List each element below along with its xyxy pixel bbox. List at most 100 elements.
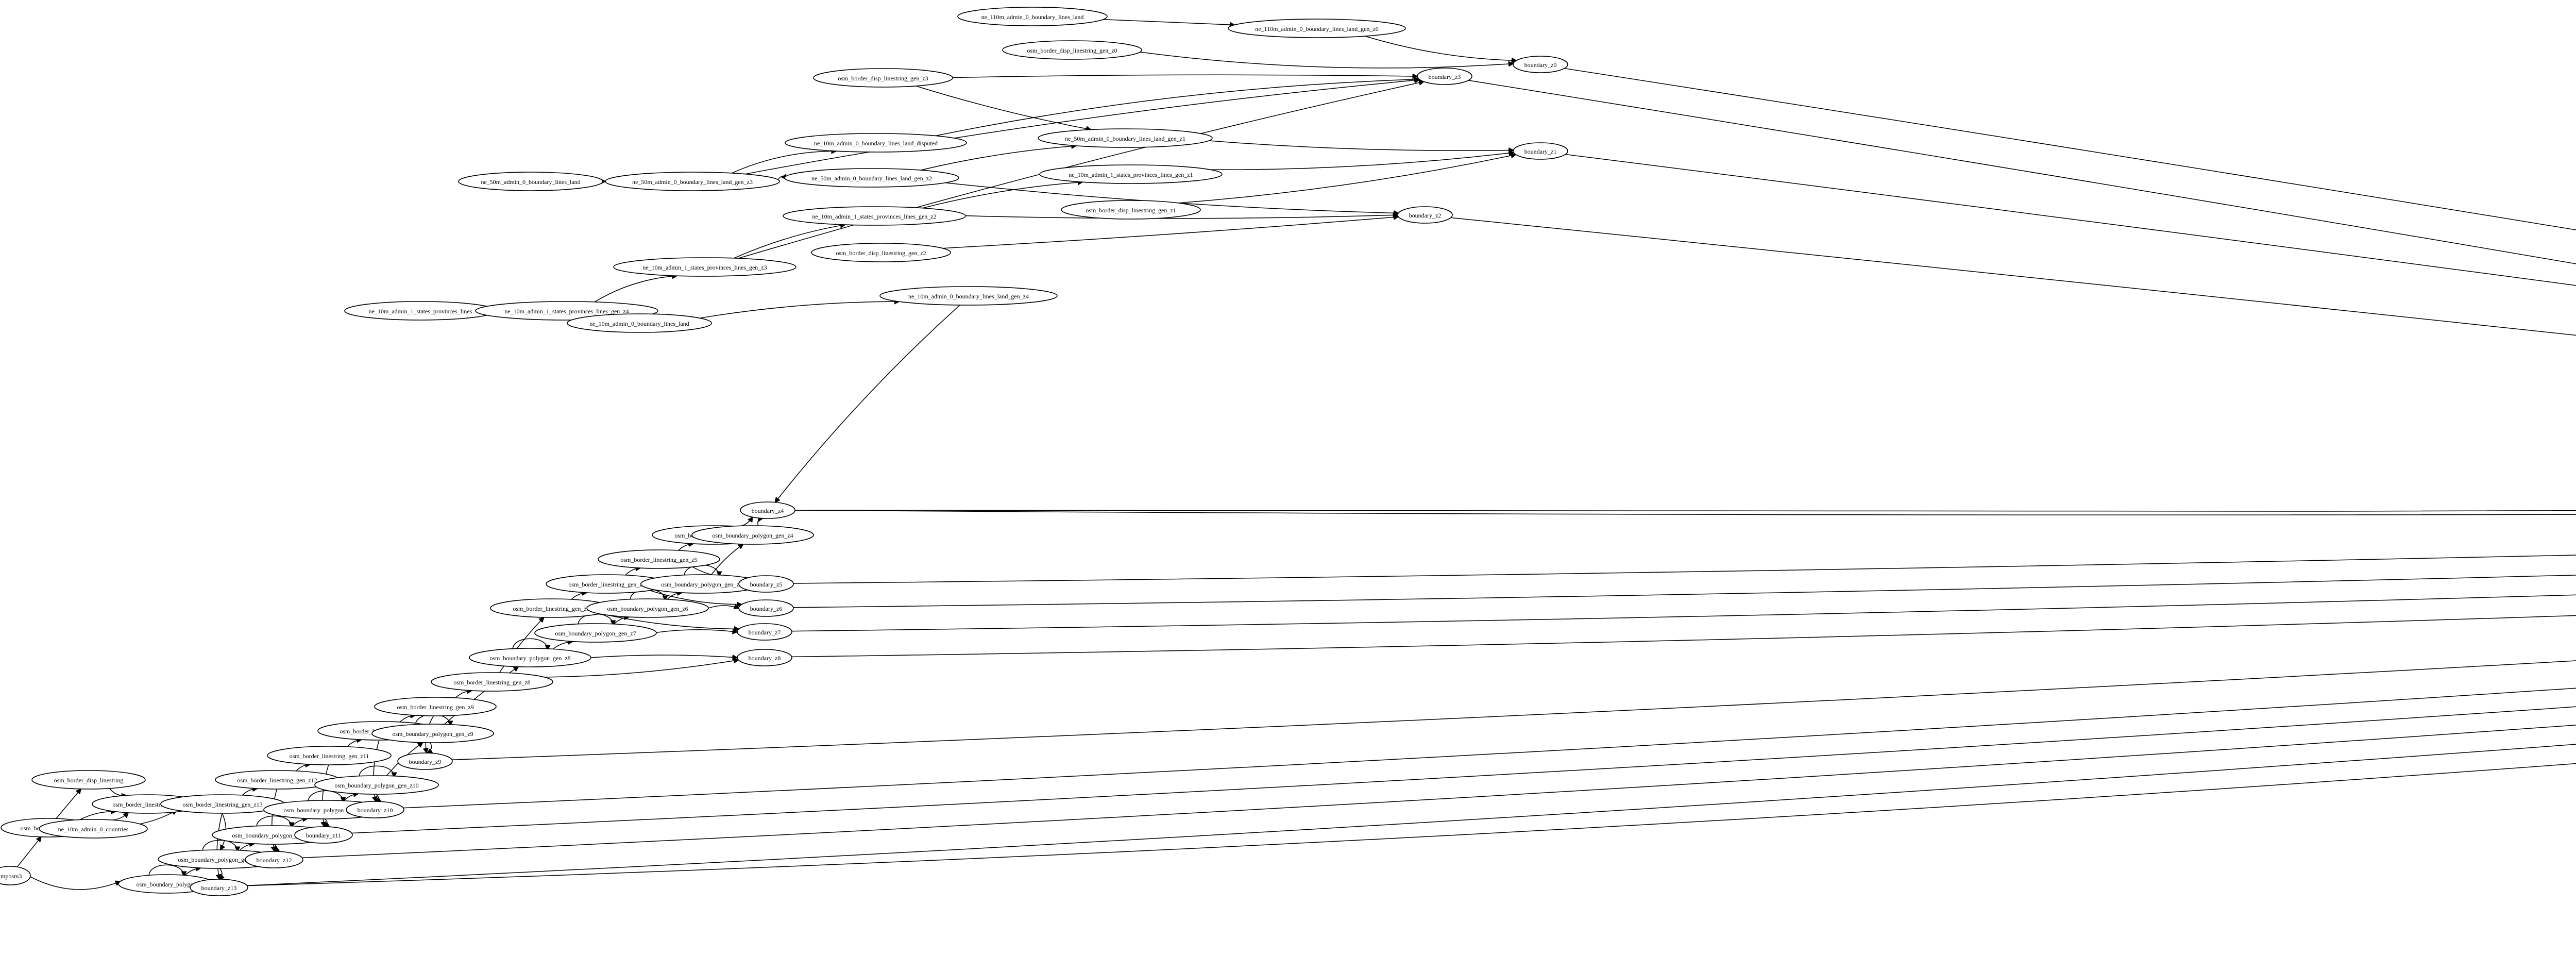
graph-edge-boundary_z7-to-row-z7: [791, 594, 2576, 632]
graph-node-osm_border_linestring_gen_z7[interactable]: osm_border_linestring_gen_z7: [490, 598, 613, 618]
graph-node-osm_boundary_polygon_gen_z10[interactable]: osm_boundary_polygon_gen_z10: [314, 775, 439, 795]
graph-node-osm_border_linestring_gen_z11[interactable]: osm_border_linestring_gen_z11: [267, 746, 392, 765]
graph-node-osm_boundary_polygon_gen_z4[interactable]: osm_boundary_polygon_gen_z4: [691, 525, 814, 545]
graph-node-boundary_z6[interactable]: boundary_z6: [738, 599, 794, 617]
node-shape-boundary_z11: [294, 826, 353, 844]
node-shape-ne_50m_admin_0_boundary_lines_land_gen_z3: [605, 172, 780, 191]
graph-node-ne_10m_admin_0_boundary_lines_land_gen_z4[interactable]: ne_10m_admin_0_boundary_lines_land_gen_z…: [879, 286, 1058, 306]
graph-edge-ne_50m_admin_0_boundary_lines_land_gen_z3-to-boundary_z3: [745, 80, 1419, 175]
graph-node-ne_10m_admin_0_boundary_lines_land_disputed[interactable]: ne_10m_admin_0_boundary_lines_land_dispu…: [785, 133, 967, 153]
graph-node-boundary_z2[interactable]: boundary_z2: [1397, 206, 1453, 224]
node-label-boundary_z8: boundary_z8: [749, 655, 781, 662]
graph-node-osm_boundary_polygon_gen_z7[interactable]: osm_boundary_polygon_gen_z7: [534, 623, 657, 643]
graph-edge-imposm3-to-osm_boundary_polygon: [30, 876, 121, 890]
graph-node-osm_boundary_polygon_gen_z5[interactable]: osm_boundary_polygon_gen_z5: [640, 574, 763, 594]
node-shape-boundary_z0: [1513, 56, 1568, 73]
node-label-osm_border_disp_linestring_gen_z3: osm_border_disp_linestring_gen_z3: [838, 75, 928, 82]
graph-node-osm_border_disp_linestring_gen_z3[interactable]: osm_border_disp_linestring_gen_z3: [813, 68, 953, 88]
node-label-osm_boundary_polygon_gen_z5: osm_boundary_polygon_gen_z5: [661, 581, 742, 588]
node-label-osm_border_linestring_gen_z9: osm_border_linestring_gen_z9: [397, 703, 473, 711]
graph-node-boundary_z11[interactable]: boundary_z11: [294, 826, 353, 844]
graph-node-osm_border_linestring_gen_z5[interactable]: osm_border_linestring_gen_z5: [598, 549, 720, 569]
graph-edge-boundary_z8-to-row-z8: [791, 615, 2576, 658]
graph-node-osm_border_linestring_gen_z6[interactable]: osm_border_linestring_gen_z6: [546, 574, 668, 594]
graph-edge-osm_border_disp_linestring-to-osm_border_linestring_adm: [109, 788, 127, 796]
graph-node-osm_border_linestring_gen_z12[interactable]: osm_border_linestring_gen_z12: [215, 770, 340, 790]
graph-node-boundary_z5[interactable]: boundary_z5: [738, 575, 794, 593]
graph-node-boundary_z13[interactable]: boundary_z13: [190, 879, 248, 896]
node-label-osm_border_linestring_gen_z7: osm_border_linestring_gen_z7: [513, 605, 589, 612]
graph-node-boundary_z7[interactable]: boundary_z7: [737, 623, 792, 641]
graph-node-ne_10m_admin_1_states_provinces_lines_gen_z2[interactable]: ne_10m_admin_1_states_provinces_lines_ge…: [783, 206, 966, 226]
graph-node-osm_border_disp_linestring_gen_z0[interactable]: osm_border_disp_linestring_gen_z0: [1002, 40, 1142, 60]
node-label-ne_110m_admin_0_boundary_lines_land: ne_110m_admin_0_boundary_lines_land: [981, 13, 1084, 21]
node-shape-osm_border_linestring_gen_z9: [374, 697, 497, 716]
graph-edge-ne_110m_admin_0_boundary_lines_land-to-ne_110m_admin_0_boundary_lines_land_gen_z0: [1103, 19, 1234, 25]
graph-node-osm_border_disp_linestring_gen_z2[interactable]: osm_border_disp_linestring_gen_z2: [811, 243, 951, 262]
node-label-osm_border_linestring_gen_z13: osm_border_linestring_gen_z13: [182, 801, 262, 808]
node-label-ne_10m_admin_1_states_provinces_lines_gen_z4: ne_10m_admin_1_states_provinces_lines_ge…: [504, 308, 629, 315]
node-label-osm_boundary_polygon_gen_z8: osm_boundary_polygon_gen_z8: [489, 655, 570, 662]
graph-node-ne_50m_admin_0_boundary_lines_land_gen_z1[interactable]: ne_50m_admin_0_boundary_lines_land_gen_z…: [1038, 128, 1213, 148]
node-shape-osm_border_linestring_gen_z11: [267, 746, 392, 765]
graph-node-boundary_z9[interactable]: boundary_z9: [397, 752, 453, 770]
graph-node-ne_110m_admin_0_boundary_lines_land_gen_z0[interactable]: ne_110m_admin_0_boundary_lines_land_gen_…: [1228, 19, 1406, 38]
graph-edge-osm_border_linestring_gen_z13-to-osm_border_linestring_gen_z12: [242, 789, 257, 796]
graph-edge-boundary_z4-to-row-z4: [794, 510, 2576, 512]
graph-node-osm_border_linestring_gen_z13[interactable]: osm_border_linestring_gen_z13: [160, 794, 285, 814]
graph-node-osm_boundary_polygon_gen_z6[interactable]: osm_boundary_polygon_gen_z6: [586, 598, 709, 618]
graph-edge-osm_border_linestring_gen_z7-to-boundary_z7: [600, 613, 739, 629]
node-shape-ne_10m_admin_0_boundary_lines_land_disputed: [785, 133, 967, 153]
graph-edge-boundary_z6-to-row-z6: [793, 575, 2576, 608]
node-label-osm_boundary_polygon_gen_z9: osm_boundary_polygon_gen_z9: [392, 730, 473, 738]
graph-node-boundary_z12[interactable]: boundary_z12: [245, 851, 303, 868]
edge-layer: [16, 19, 2576, 890]
graph-edge-ne_50m_admin_0_boundary_lines_land_gen_z2-to-ne_50m_admin_0_boundary_lines_land_gen_z1: [920, 146, 1076, 171]
graph-edge-osm_boundary_polygon_gen_z10-to-boundary_z10: [376, 794, 378, 801]
graph-node-ne_10m_admin_0_boundary_lines_land[interactable]: ne_10m_admin_0_boundary_lines_land: [567, 313, 712, 333]
graph-node-ne_50m_admin_0_boundary_lines_land_gen_z2[interactable]: ne_50m_admin_0_boundary_lines_land_gen_z…: [784, 168, 959, 188]
node-label-osm_boundary_polygon_gen_z10: osm_boundary_polygon_gen_z10: [334, 782, 418, 789]
node-shape-osm_boundary_polygon_gen_z4: [691, 525, 814, 545]
graph-node-boundary_z1[interactable]: boundary_z1: [1513, 142, 1568, 160]
graph-edge-boundary_z11-to-row-z11: [351, 706, 2576, 834]
node-shape-boundary_z9: [397, 752, 453, 770]
graph-node-ne_10m_admin_1_states_provinces_lines_gen_z1[interactable]: ne_10m_admin_1_states_provinces_lines_ge…: [1039, 164, 1223, 184]
graph-node-osm_boundary_polygon_gen_z9[interactable]: osm_boundary_polygon_gen_z9: [371, 724, 494, 743]
node-shape-ne_110m_admin_0_boundary_lines_land_gen_z0: [1228, 19, 1406, 38]
graph-node-ne_10m_admin_1_states_provinces_lines_gen_z3[interactable]: ne_10m_admin_1_states_provinces_lines_ge…: [613, 257, 796, 277]
graph-edge-selfloop-osm_boundary_polygon_gen_z13: [202, 840, 238, 851]
node-label-osm_border_disp_linestring_gen_z1: osm_border_disp_linestring_gen_z1: [1086, 207, 1176, 214]
graph-node-boundary_z4[interactable]: boundary_z4: [740, 501, 795, 519]
graph-node-osm_border_disp_linestring[interactable]: osm_border_disp_linestring: [31, 770, 146, 790]
node-shape-osm_boundary_polygon_gen_z7: [534, 623, 657, 643]
graph-edge-boundary_z5-to-row-z5: [793, 555, 2576, 584]
graph-node-ne_10m_admin_1_states_provinces_lines[interactable]: ne_10m_admin_1_states_provinces_lines: [344, 301, 497, 321]
node-label-osm_border_disp_linestring_gen_z2: osm_border_disp_linestring_gen_z2: [836, 249, 926, 257]
node-label-ne_10m_admin_1_states_provinces_lines_gen_z2: ne_10m_admin_1_states_provinces_lines_ge…: [812, 213, 936, 220]
graph-node-ne_10m_admin_0_countries[interactable]: ne_10m_admin_0_countries: [39, 819, 148, 839]
node-label-ne_50m_admin_0_boundary_lines_land_gen_z2: ne_50m_admin_0_boundary_lines_land_gen_z…: [811, 175, 932, 182]
graph-node-osm_border_linestring_gen_z8[interactable]: osm_border_linestring_gen_z8: [431, 672, 553, 692]
graph-edge-osm_boundary_polygon_gen_z7-to-boundary_z7: [656, 630, 737, 632]
node-shape-osm_border_linestring_gen_z5: [598, 549, 720, 569]
graph-node-boundary_z10[interactable]: boundary_z10: [346, 801, 404, 818]
node-label-boundary_z2: boundary_z2: [1409, 212, 1442, 219]
graph-node-osm_boundary_polygon_gen_z8[interactable]: osm_boundary_polygon_gen_z8: [469, 648, 591, 667]
graph-edge-osm_boundary_polygon_gen_z4-to-boundary_z4: [757, 518, 763, 526]
graph-node-boundary_z8[interactable]: boundary_z8: [737, 649, 792, 666]
graph-node-ne_110m_admin_0_boundary_lines_land[interactable]: ne_110m_admin_0_boundary_lines_land: [957, 7, 1108, 26]
graph-node-imposm3[interactable]: imposm3: [0, 866, 31, 885]
graph-node-boundary_z0[interactable]: boundary_z0: [1513, 56, 1568, 73]
node-shape-ne_110m_admin_0_boundary_lines_land: [957, 7, 1108, 26]
graph-node-boundary_z3[interactable]: boundary_z3: [1417, 68, 1472, 85]
graph-edge-osm_border_linestring_gen_z4-to-boundary_z4: [732, 517, 753, 527]
graph-node-osm_border_linestring_gen_z9[interactable]: osm_border_linestring_gen_z9: [374, 697, 497, 716]
graph-node-ne_50m_admin_0_boundary_lines_land[interactable]: ne_50m_admin_0_boundary_lines_land: [458, 172, 603, 191]
node-shape-osm_boundary_polygon_gen_z8: [469, 648, 591, 667]
graph-node-osm_border_disp_linestring_gen_z1[interactable]: osm_border_disp_linestring_gen_z1: [1061, 200, 1201, 220]
graph-edge-boundary_z9-to-row-z9: [452, 660, 2576, 760]
graph-node-ne_50m_admin_0_boundary_lines_land_gen_z3[interactable]: ne_50m_admin_0_boundary_lines_land_gen_z…: [605, 172, 780, 191]
node-label-ne_10m_admin_0_boundary_lines_land_gen_z4: ne_10m_admin_0_boundary_lines_land_gen_z…: [908, 293, 1029, 300]
node-label-boundary_z10: boundary_z10: [358, 807, 393, 814]
